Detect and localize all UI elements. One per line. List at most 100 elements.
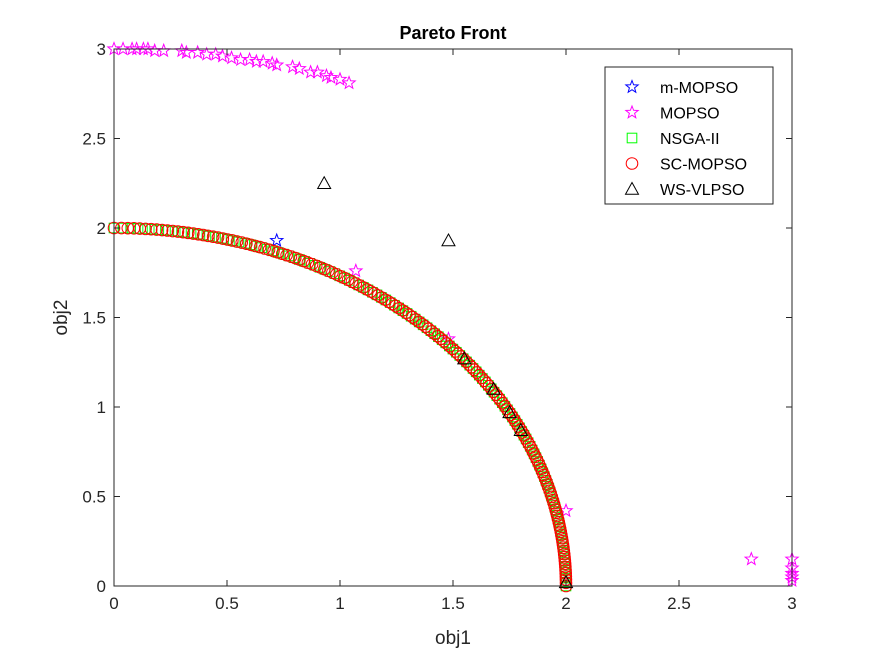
x-tick-label: 0 [109,594,118,613]
circle-point [416,317,429,331]
circle-point [364,285,378,298]
star-point [242,51,258,67]
circle-point [382,295,396,309]
legend-label: WS-VLPSO [660,182,744,199]
star-point [223,50,240,65]
star-point [291,60,307,76]
circle-point [211,231,225,244]
circle-point [226,234,239,247]
star-point [135,41,151,56]
y-axis-label: obj2 [51,300,72,336]
legend-label: SC-MOPSO [660,157,747,174]
legend-entry: WS-VLPSO [624,181,744,199]
triangle-point [441,233,456,247]
circle-point [161,224,174,237]
triangle-point [513,422,529,436]
legend-entry: SC-MOPSO [625,157,747,174]
circle-point [192,227,205,241]
triangle-point [456,351,472,365]
legend-square-marker [626,132,638,144]
circle-point [371,289,385,302]
legend: m-MOPSO MOPSO NSGA-II SC-MOPSO WS-VLPSO [604,66,774,205]
circle-point [406,310,419,324]
square-point [139,223,151,235]
star-point [743,551,759,566]
star-point [264,55,280,70]
circle-point [385,297,399,311]
legend-entry: MOPSO [624,104,720,123]
circle-point [166,224,180,238]
circle-point [196,228,210,242]
square-point [397,305,409,316]
circle-point [402,308,416,322]
x-tick-label: 0.5 [215,594,239,613]
series-ws-vlpso [316,175,574,589]
star-point [285,58,301,74]
circle-point [155,223,169,237]
star-point [269,232,285,247]
star-point [332,71,348,86]
data-marks [106,41,800,593]
circle-point [249,239,262,253]
circle-point [240,237,253,250]
y-tick-label: 2 [97,219,106,238]
circle-point [230,235,244,248]
circle-point [396,304,409,317]
legend-entry: NSGA-II [626,131,720,148]
y-axis-ticks: 0 0.5 1 1.5 2 2.5 3 [82,40,792,596]
circle-point [412,315,426,329]
circle-point [253,240,267,254]
circle-point [375,291,388,304]
circle-point [558,554,572,567]
star-point [341,75,357,90]
chart-title: Pareto Front [399,23,506,43]
circle-point [368,287,381,300]
series-m-mopso [269,232,285,247]
circle-point [419,320,432,333]
circle-point [399,306,413,320]
circle-point [559,560,572,574]
circle-point [176,225,190,239]
circle-point [221,233,234,246]
legend-star-marker [624,104,640,119]
triangle-point [316,175,332,189]
triangle-point [558,574,574,589]
x-tick-label: 1.5 [441,594,465,613]
legend-circle-marker [625,157,639,170]
x-axis-label: obj1 [435,628,471,649]
circle-point [144,222,158,236]
circle-point [181,226,195,240]
star-point [255,53,271,68]
circle-point [244,238,258,252]
y-tick-label: 2.5 [82,130,106,149]
legend-entry: m-MOPSO [624,79,738,97]
legend-entries: m-MOPSO MOPSO NSGA-II SC-MOPSO WS-VLPSO [624,79,747,199]
star-point [309,64,325,79]
circle-point [235,236,249,249]
circle-point [262,243,276,257]
x-tick-label: 3 [787,594,796,613]
y-tick-label: 0 [97,577,106,596]
triangle-point [502,404,517,419]
star-point [323,69,339,85]
circle-point [201,229,215,243]
y-tick-label: 1 [97,398,106,417]
x-axis-ticks: 0 0.5 1 1.5 2 2.5 3 [109,49,797,613]
star-point [269,57,285,72]
legend-label: m-MOPSO [660,80,738,97]
x-tick-label: 2.5 [667,594,691,613]
legend-label: MOPSO [660,106,720,123]
circle-point [150,223,163,236]
star-point [140,41,156,56]
square-point [413,316,425,328]
circle-point [409,313,423,326]
circle-point [558,551,571,564]
x-tick-label: 1 [335,594,344,613]
circle-point [378,293,392,306]
legend-star-marker [624,79,640,94]
y-tick-label: 3 [97,40,106,59]
circle-point [258,242,271,255]
series-sc-mopso [107,221,573,593]
star-point [318,67,334,83]
